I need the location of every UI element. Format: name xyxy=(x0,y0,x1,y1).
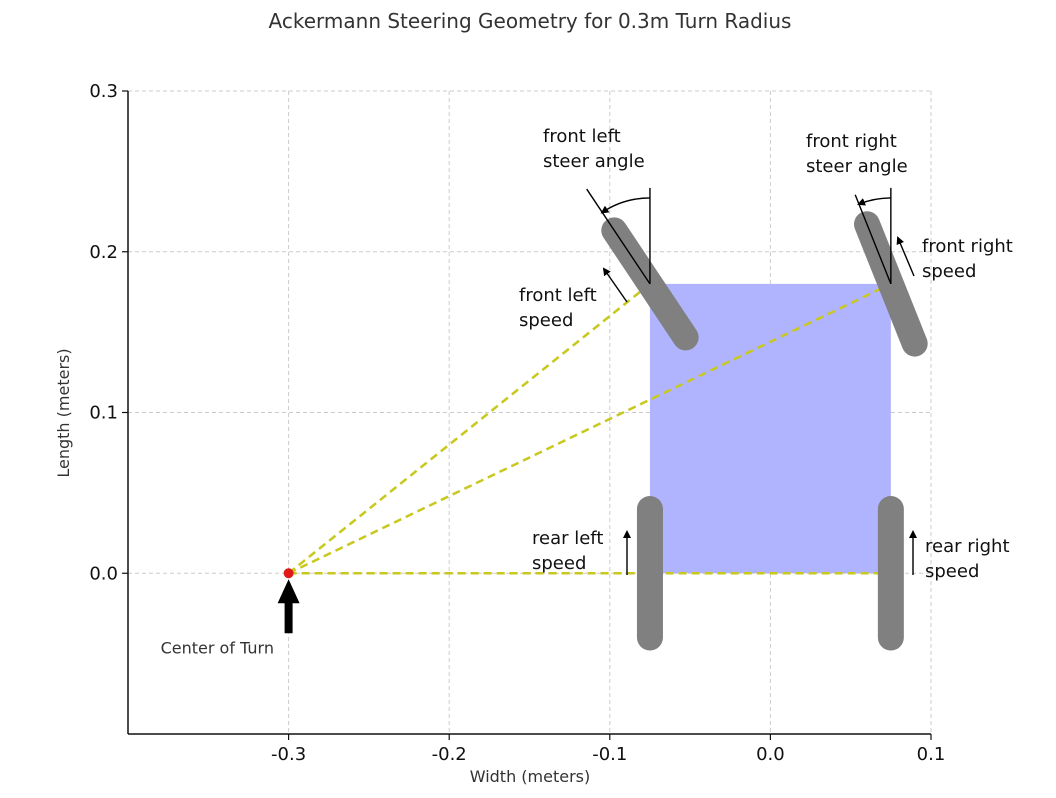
center-of-turn-point xyxy=(283,568,294,579)
chart-title: Ackermann Steering Geometry for 0.3m Tur… xyxy=(269,9,792,33)
center-of-turn-label: Center of Turn xyxy=(161,638,274,657)
front-left-steer-angle-arc xyxy=(600,197,650,214)
front-right-speed-label-line-1: front right xyxy=(922,236,1013,257)
front-right-steer-angle-arc xyxy=(857,197,891,206)
front-left-angle-label-line-2: steer angle xyxy=(543,151,645,172)
x-tick-label: 0.1 xyxy=(917,744,946,765)
y-tick-label: 0.1 xyxy=(89,403,118,424)
front-left-angle-label-line-1: front left xyxy=(543,126,621,147)
x-tick-label: -0.2 xyxy=(432,744,467,765)
front-left-steer-axis-line xyxy=(586,188,651,285)
x-axis-label: Width (meters) xyxy=(470,767,591,786)
turn-lines-layer xyxy=(287,282,892,575)
front-left-speed-label-line-1: front left xyxy=(519,285,597,306)
front-left-speed-arrow xyxy=(602,267,628,303)
front-right-steer-axis-line xyxy=(854,194,892,285)
annotations-layer: Center of Turn front left steer angle front… xyxy=(161,126,1013,657)
rear-left-speed-label-line-1: rear left xyxy=(532,528,603,549)
front-right-angle-label-line-1: front right xyxy=(806,131,897,152)
center-of-turn-arrow xyxy=(277,579,300,634)
y-axis-label: Length (meters) xyxy=(54,348,73,477)
grid xyxy=(128,90,932,734)
rear-left-speed-label-line-2: speed xyxy=(532,553,586,574)
front-left-speed-label-line-2: speed xyxy=(519,310,573,331)
x-tick-label: -0.1 xyxy=(592,744,627,765)
ticks-layer: -0.3 -0.2 -0.1 0.0 0.1 0.0 0.1 0.2 0.3 xyxy=(89,81,945,765)
rear-right-speed-label-line-2: speed xyxy=(925,561,979,582)
x-tick-label: -0.3 xyxy=(271,744,306,765)
front-right-angle-label-line-2: steer angle xyxy=(806,156,908,177)
turn-line-front-right xyxy=(288,282,892,575)
y-tick-label: 0.0 xyxy=(89,563,118,584)
y-tick-label: 0.3 xyxy=(89,81,118,102)
front-right-speed-arrow xyxy=(896,236,915,277)
rear-right-speed-label-line-1: rear right xyxy=(925,536,1010,557)
front-right-speed-label-line-2: speed xyxy=(922,261,976,282)
x-tick-label: 0.0 xyxy=(756,744,785,765)
y-tick-label: 0.2 xyxy=(89,242,118,263)
